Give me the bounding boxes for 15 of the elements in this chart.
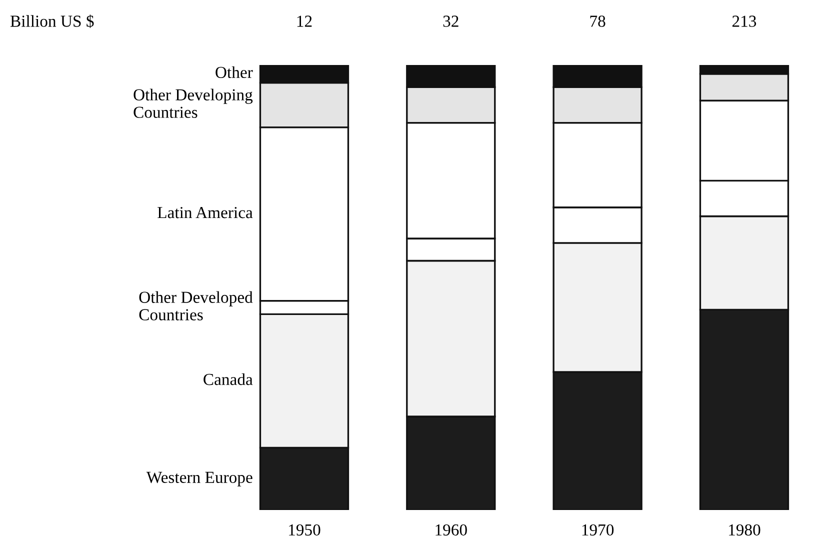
series-label: Other Developed Countries — [139, 291, 253, 320]
x-tick-label: 1960 — [436, 524, 467, 536]
series-label: Western Europe — [146, 472, 252, 486]
series-label: Canada — [204, 373, 253, 386]
series-label: Other Developing Countries — [134, 88, 253, 118]
text: 12 — [297, 16, 312, 27]
x-tick-label: 1980 — [729, 524, 760, 536]
x-tick-label: 1950 — [289, 524, 320, 536]
text: 213 — [732, 16, 756, 27]
series-label: Other — [216, 66, 253, 78]
text: 78 — [590, 16, 606, 27]
x-tick-label: 1970 — [582, 524, 614, 536]
series-label: Latin America — [158, 207, 253, 218]
text: 32 — [443, 16, 458, 27]
text: Billion US $ — [10, 14, 94, 28]
